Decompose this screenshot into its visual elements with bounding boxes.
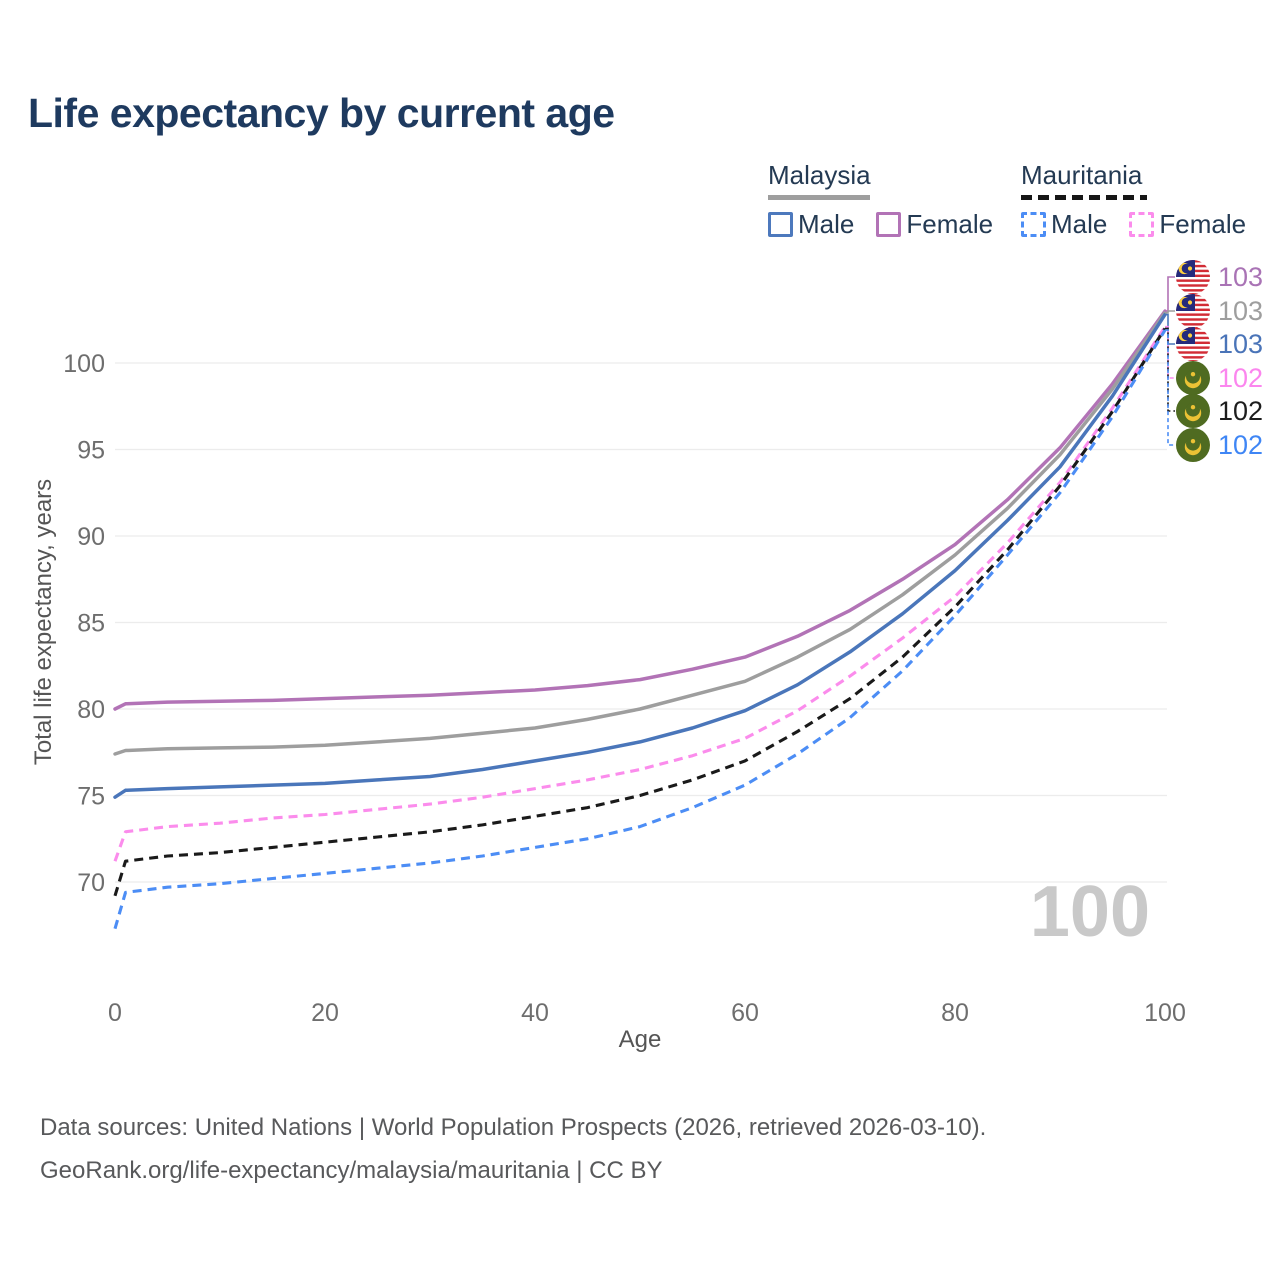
mauritania-female-swatch-icon (1129, 212, 1155, 237)
x-tick-label-60: 60 (731, 999, 759, 1027)
end-label-row[interactable]: 103 (1176, 260, 1263, 294)
legend-item-label: Female (906, 209, 994, 239)
series-line-mauritania-male[interactable] (113, 329, 1167, 930)
y-tick-label-90: 90 (77, 523, 105, 551)
legend-underline-malaysia-solid (768, 195, 870, 200)
end-label-row[interactable]: 102 (1176, 428, 1263, 462)
mauritania-flag-icon (1176, 394, 1210, 428)
legend-item-malaysia-male[interactable]: Male (768, 209, 854, 240)
end-label-connector-mauritania-female (1165, 325, 1175, 379)
end-label-connector-mauritania-both-sexes (1165, 327, 1175, 412)
georank-url-line: GeoRank.org/life-expectancy/malaysia/mau… (40, 1157, 663, 1184)
age-frame-watermark: 100 (1029, 872, 1150, 952)
end-label-value: 103 (1218, 262, 1264, 292)
attribution-footer: Data sources: United Nations | World Pop… (40, 1106, 986, 1192)
malaysia-flag-icon (1176, 327, 1210, 361)
legend-item-malaysia-female[interactable]: Female (876, 209, 993, 240)
legend-item-mauritania-female[interactable]: Female (1129, 209, 1246, 240)
malaysia-female-swatch-icon (876, 212, 902, 237)
legend-group-malaysia: Malaysia Male Female (768, 160, 993, 240)
y-tick-label-95: 95 (77, 437, 105, 465)
end-label-row[interactable]: 102 (1176, 361, 1263, 395)
x-tick-label-0: 0 (108, 999, 122, 1027)
page-title: Life expectancy by current age (28, 90, 615, 136)
series-line-mauritania-female[interactable] (113, 325, 1167, 862)
legend-underline-mauritania-dashed (1021, 195, 1147, 200)
x-tick-label-40: 40 (521, 999, 549, 1027)
legend-country-label-mauritania: Mauritania (1021, 160, 1143, 190)
series-line-malaysia-male[interactable] (113, 312, 1167, 799)
end-label-value: 103 (1218, 296, 1264, 326)
x-axis-title: Age (618, 1026, 662, 1053)
end-label-row[interactable]: 102 (1176, 394, 1263, 428)
mauritania-flag-icon (1176, 361, 1210, 395)
malaysia-male-swatch-icon (768, 212, 793, 237)
mauritania-male-swatch-icon (1021, 212, 1046, 237)
legend-item-label: Male (1051, 209, 1108, 239)
end-label-row[interactable]: 103 (1176, 294, 1263, 328)
series-line-malaysia-both-sexes[interactable] (113, 311, 1167, 756)
end-label-connector-malaysia-both-sexes (1165, 310, 1175, 314)
y-tick-label-80: 80 (77, 696, 105, 724)
legend-country-label-malaysia: Malaysia (768, 160, 871, 190)
y-tick-label-100: 100 (63, 350, 105, 378)
mauritania-flag-icon (1176, 428, 1210, 462)
malaysia-flag-icon (1176, 260, 1210, 294)
legend-item-label: Male (798, 209, 855, 239)
end-label-value: 102 (1218, 363, 1264, 393)
series-line-mauritania-both-sexes[interactable] (113, 327, 1167, 897)
y-tick-label-70: 70 (77, 869, 105, 897)
x-tick-label-20: 20 (311, 999, 339, 1027)
x-tick-label-100: 100 (1144, 999, 1186, 1027)
end-label-value: 103 (1218, 329, 1264, 359)
legend-item-mauritania-male[interactable]: Male (1021, 209, 1107, 240)
y-tick-label-75: 75 (77, 783, 105, 811)
legend-item-label: Female (1159, 209, 1247, 239)
end-label-row[interactable]: 103 (1176, 327, 1263, 361)
end-label-connector-malaysia-male (1165, 313, 1175, 345)
end-label-value: 102 (1218, 396, 1264, 426)
y-axis-title: Total life expectancy, years (30, 478, 57, 766)
data-sources-line: Data sources: United Nations | World Pop… (40, 1114, 987, 1141)
y-tick-label-85: 85 (77, 610, 105, 638)
series-line-malaysia-female[interactable] (113, 309, 1167, 711)
end-label-connector-mauritania-male (1165, 329, 1175, 446)
legend-group-mauritania: Mauritania Male Female (1021, 160, 1246, 240)
end-label-connector-malaysia-female (1165, 276, 1175, 312)
x-tick-label-80: 80 (941, 999, 969, 1027)
malaysia-flag-icon (1176, 294, 1210, 328)
end-label-value: 102 (1218, 430, 1264, 460)
